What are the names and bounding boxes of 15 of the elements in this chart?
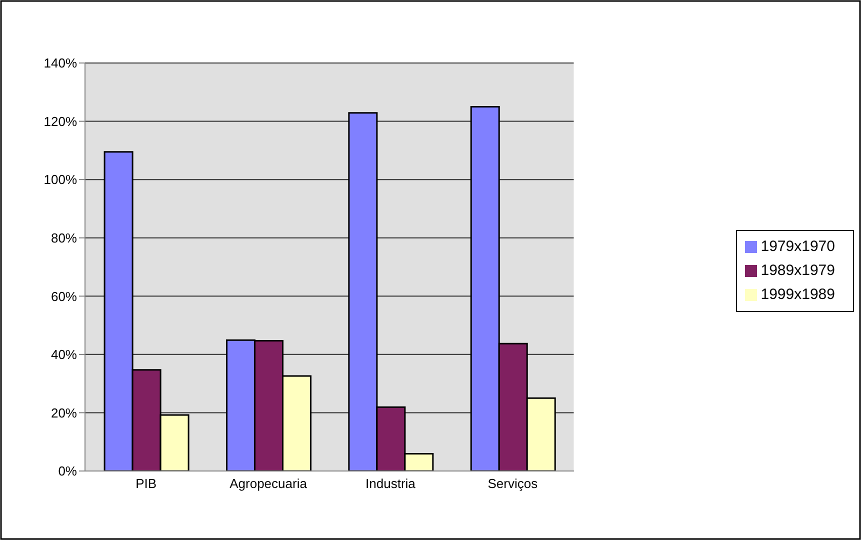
x-tick-label: Serviços bbox=[488, 476, 538, 492]
y-tick-label: 120% bbox=[44, 114, 78, 129]
y-tick-label: 100% bbox=[44, 172, 78, 188]
y-tick-label: 140% bbox=[44, 56, 78, 71]
y-tick-label: 80% bbox=[50, 230, 78, 246]
legend-label: 1989x1979 bbox=[760, 262, 835, 278]
x-tick-label: Agropecuaria bbox=[230, 476, 308, 492]
y-tick-label: 40% bbox=[50, 347, 78, 362]
x-tick-label: Industria bbox=[366, 476, 416, 492]
legend-label: 1999x1989 bbox=[760, 286, 835, 302]
y-tick-label: 0% bbox=[58, 464, 78, 479]
legend-label: 1979x1970 bbox=[760, 238, 835, 254]
y-tick-label: 60% bbox=[50, 288, 78, 304]
y-tick-label: 20% bbox=[50, 405, 78, 420]
x-tick-label: PIB bbox=[136, 476, 157, 492]
